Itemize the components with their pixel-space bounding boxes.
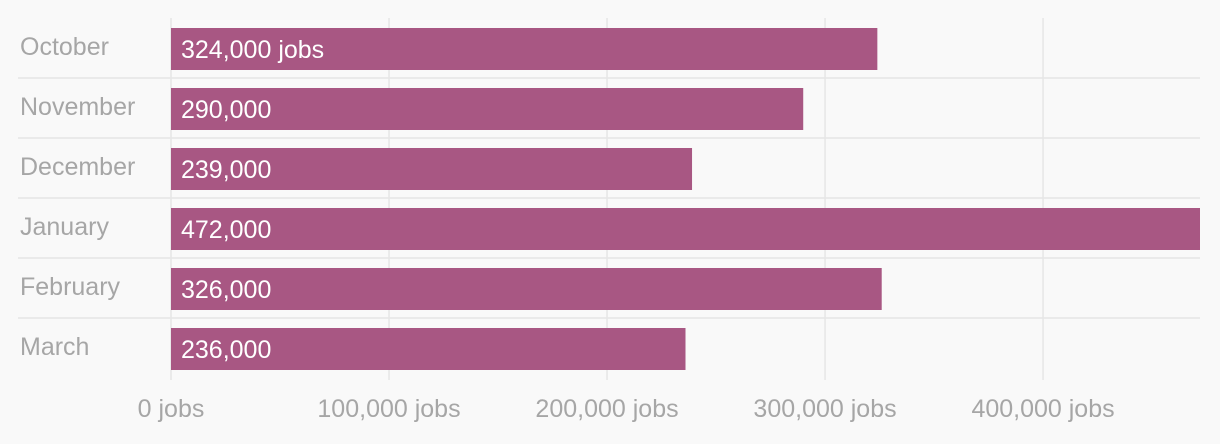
x-axis-tick-labels: 0 jobs 100,000 jobs 200,000 jobs 300,000 jo… bbox=[138, 395, 1115, 423]
category-label: November bbox=[20, 93, 135, 121]
category-label: March bbox=[20, 333, 89, 361]
bar-value-label: 472,000 bbox=[181, 216, 271, 244]
bar-october bbox=[171, 28, 878, 70]
x-tick-label: 300,000 jobs bbox=[753, 395, 896, 423]
bar-value-label: 324,000 jobs bbox=[181, 36, 324, 64]
row-separators bbox=[18, 77, 1200, 319]
x-tick-label: 0 jobs bbox=[138, 395, 205, 423]
x-tick-label: 200,000 jobs bbox=[535, 395, 678, 423]
category-label: December bbox=[20, 153, 135, 181]
gridlines bbox=[170, 18, 1044, 380]
bar-january bbox=[171, 208, 1200, 250]
bar-value-label: 239,000 bbox=[181, 156, 271, 184]
category-label: January bbox=[20, 213, 109, 241]
category-label: October bbox=[20, 33, 109, 61]
bar-value-label: 290,000 bbox=[181, 96, 271, 124]
bar-february bbox=[171, 268, 882, 310]
category-labels: October November December January February Ma… bbox=[20, 33, 135, 361]
bar-march bbox=[171, 328, 686, 370]
bar-december bbox=[171, 148, 693, 190]
bar-value-label: 326,000 bbox=[181, 276, 271, 304]
bar-november bbox=[171, 88, 804, 130]
x-tick-label: 100,000 jobs bbox=[317, 395, 460, 423]
bars: 324,000 jobs 290,000 239,000 472,000 326,000… bbox=[171, 28, 1200, 370]
bar-value-label: 236,000 bbox=[181, 336, 271, 364]
x-tick-label: 400,000 jobs bbox=[971, 395, 1114, 423]
category-label: February bbox=[20, 273, 121, 301]
